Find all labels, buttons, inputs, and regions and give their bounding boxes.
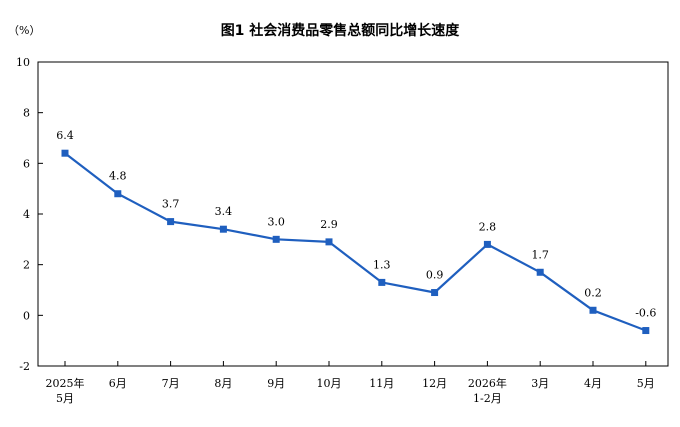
x-axis-ticks: 2025年 5月 6月 7月 8月 9月 10月 11月 12月 2026年 1-2月 3月 4月 5月	[46, 361, 655, 405]
data-label: 1.3	[373, 258, 391, 271]
data-label: 3.7	[162, 198, 180, 211]
data-point	[642, 327, 650, 335]
series-line	[64, 152, 647, 332]
y-tick-label: 8	[23, 107, 30, 120]
data-point	[272, 235, 280, 243]
x-tick-label: 8月	[214, 377, 232, 390]
y-axis-ticks: -2 0 2 4 6 8 10	[16, 56, 43, 373]
x-tick-label: 2026年	[468, 376, 507, 390]
data-label: 0.2	[584, 286, 602, 299]
y-tick-label: 10	[16, 56, 30, 69]
y-tick-label: 0	[23, 309, 30, 322]
y-tick-label: 4	[23, 208, 30, 221]
x-tick-label: 6月	[109, 377, 127, 390]
data-point	[431, 289, 439, 297]
chart-title: 图1 社会消费品零售总额同比增长速度	[221, 22, 461, 39]
data-point	[167, 218, 175, 226]
data-label: 0.9	[426, 269, 444, 282]
y-tick-label: 6	[23, 157, 30, 170]
data-point	[483, 240, 491, 248]
x-tick-label: 5月	[637, 377, 655, 390]
y-tick-label: -2	[19, 360, 30, 373]
data-point	[114, 190, 122, 198]
data-point	[589, 306, 597, 314]
x-tick-label: 5月	[56, 392, 74, 405]
data-label: 6.4	[56, 129, 74, 142]
x-tick-label: 11月	[369, 377, 394, 390]
data-label: 2.9	[320, 218, 338, 231]
y-tick-label: 2	[23, 259, 30, 272]
data-labels: 6.4 4.8 3.7 3.4 3.0 2.9 1.3 0.9 2.8 1.7 0.2 -0.6	[56, 129, 656, 319]
data-label: 2.8	[479, 220, 497, 233]
data-label: 1.7	[531, 248, 549, 261]
data-label: 3.0	[267, 215, 285, 228]
data-label: -0.6	[635, 307, 656, 320]
x-tick-label: 9月	[267, 377, 285, 390]
data-point	[219, 225, 227, 233]
x-tick-label: 3月	[531, 377, 549, 390]
y-unit-label: （%）	[8, 24, 40, 37]
x-tick-label: 10月	[317, 377, 342, 390]
data-point	[378, 278, 386, 286]
data-point	[61, 149, 69, 157]
x-tick-label: 4月	[584, 377, 602, 390]
data-points	[61, 149, 650, 335]
x-tick-label: 1-2月	[473, 392, 502, 405]
x-tick-label: 7月	[162, 377, 180, 390]
data-label: 3.4	[215, 205, 233, 218]
data-point	[536, 268, 544, 276]
x-tick-label: 2025年	[46, 376, 85, 390]
x-tick-label: 12月	[422, 377, 447, 390]
plot-frame	[37, 61, 669, 367]
data-label: 4.8	[109, 170, 127, 183]
data-point	[325, 238, 333, 246]
